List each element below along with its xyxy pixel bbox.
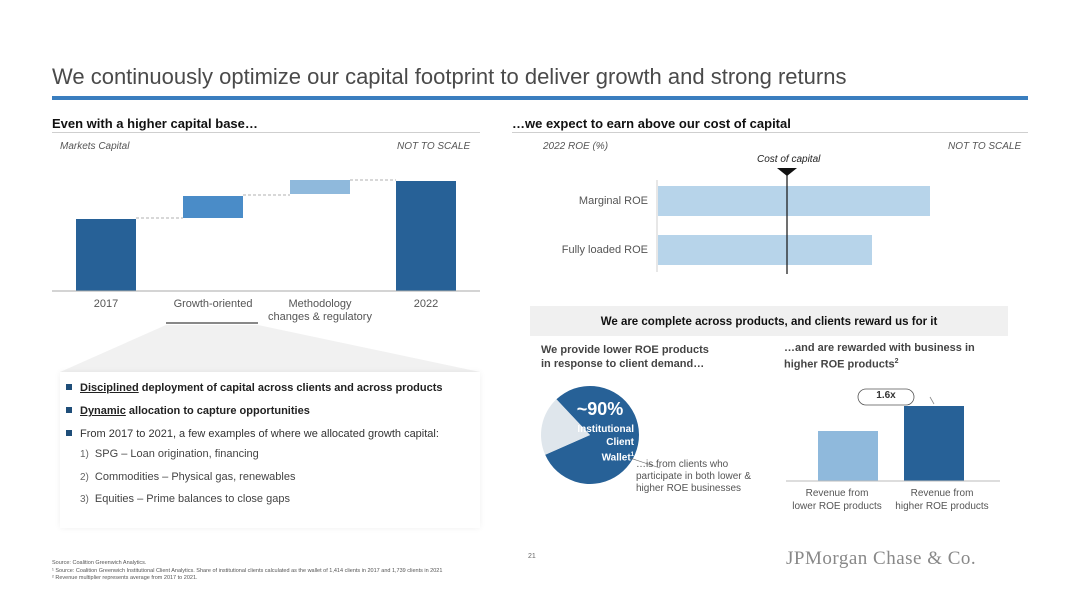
footnotes: Source: Coalition Greenwich Analytics. ¹… [52, 560, 442, 583]
bullet-square-icon [66, 384, 72, 391]
bar-growth-oriented [183, 196, 243, 218]
label-methodology: Methodology changes & regulatory [268, 298, 372, 323]
left-heading-rule [52, 132, 480, 133]
label-revenue-lower: Revenue from lower ROE products [792, 488, 882, 512]
sub-item-commodities: 2) Commodities – Physical gas, renewables [80, 471, 296, 483]
lower-roe-subhead: We provide lower ROE products in response… [541, 344, 709, 370]
label-revenue-higher: Revenue from higher ROE products [895, 488, 989, 512]
bar-marginal-roe [658, 186, 930, 216]
bar-2022 [396, 181, 456, 291]
label-2022: 2022 [413, 298, 439, 310]
bar-revenue-higher-roe [904, 406, 964, 481]
sub-item-spg: 1) SPG – Loan origination, financing [80, 448, 259, 460]
sub-item-equities: 3) Equities – Prime balances to close gap… [80, 493, 290, 505]
label-2017: 2017 [93, 298, 119, 310]
bullet-examples: From 2017 to 2021, a few examples of whe… [66, 428, 439, 440]
pie-90-slice [545, 385, 640, 484]
pie-note: …is from clients who participate in both … [636, 459, 752, 494]
bar-2017 [76, 219, 136, 291]
right-not-to-scale: NOT TO SCALE [948, 141, 1022, 152]
pie-value: ~90% [576, 399, 624, 419]
multiplier-arrow [929, 396, 935, 405]
bullet-dynamic: Dynamic allocation to capture opportunit… [66, 405, 310, 417]
jpmorgan-logo: JPMorgan Chase & Co. [786, 548, 977, 569]
multiplier-pill [857, 388, 915, 406]
rewarded-subhead: …and are rewarded with business in higher… [784, 342, 975, 371]
title-rule [52, 96, 1028, 100]
footnote-source: Source: Coalition Greenwich Analytics. [52, 560, 147, 566]
bullet-square-icon [66, 430, 72, 437]
pie-label: Institutional Client Wallet1 [577, 424, 634, 464]
callout-shape [60, 325, 480, 372]
label-growth-oriented: Growth-oriented [173, 298, 253, 310]
roe-caption: 2022 ROE (%) [543, 141, 609, 152]
label-fully-loaded-roe: Fully loaded ROE [561, 244, 648, 256]
bullet-disciplined: Disciplined deployment of capital across… [66, 382, 443, 394]
complete-heading: We are complete across products, and cli… [600, 316, 938, 328]
pie-note-connector [629, 457, 661, 469]
footnote-2: ² Revenue multiplier represents average … [52, 575, 198, 581]
page-number: 21 [528, 553, 536, 560]
bar-fully-loaded-roe [658, 235, 872, 265]
right-heading-rule [512, 132, 1028, 133]
bullet-square-icon [66, 407, 72, 414]
left-heading: Even with a higher capital base… [52, 116, 258, 131]
bar-revenue-lower-roe [818, 431, 878, 481]
page-title: We continuously optimize our capital foo… [52, 64, 847, 89]
right-heading: …we expect to earn above our cost of cap… [512, 116, 791, 131]
label-marginal-roe: Marginal ROE [578, 195, 648, 207]
cost-of-capital-label: Cost of capital [757, 154, 821, 165]
cost-of-capital-marker [777, 168, 797, 176]
multiplier-label: 1.6x [876, 390, 896, 401]
pie-10-slice [541, 399, 590, 455]
footnote-1: ¹ Source: Coalition Greenwich Institutio… [52, 567, 443, 574]
left-not-to-scale: NOT TO SCALE [397, 141, 471, 152]
bar-methodology [290, 180, 350, 194]
bullets-panel [60, 372, 480, 528]
markets-capital-caption: Markets Capital [60, 141, 130, 152]
complete-heading-band [530, 306, 1008, 336]
